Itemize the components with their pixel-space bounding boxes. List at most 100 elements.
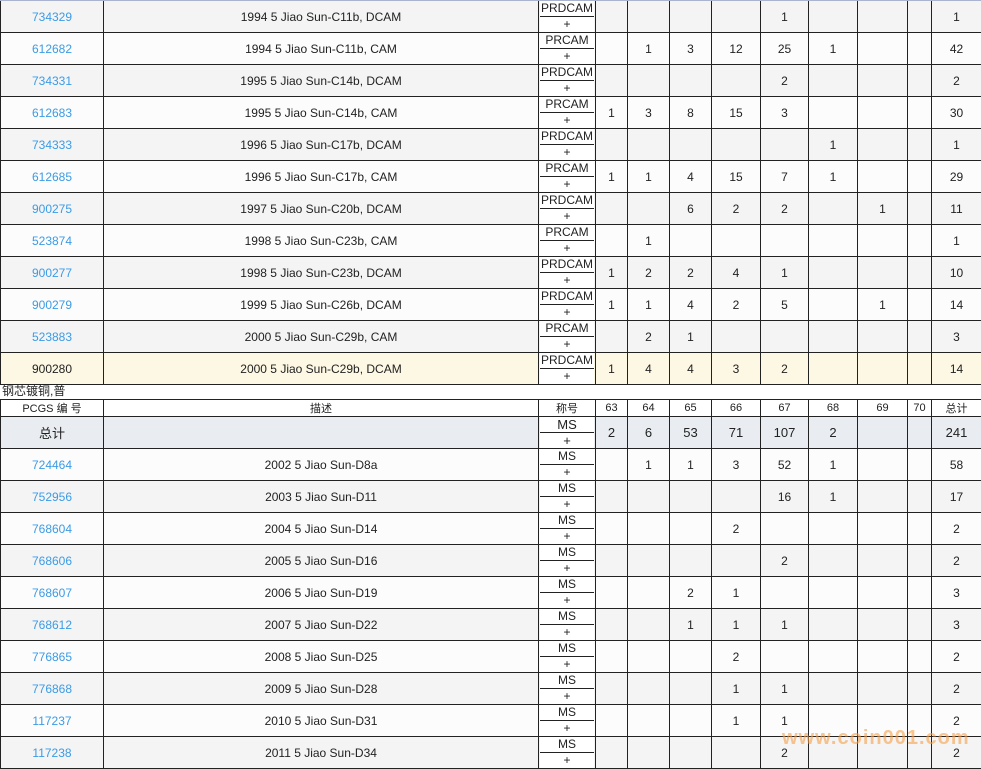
grade-plus: + [540, 17, 594, 32]
grade-plus: + [540, 113, 594, 128]
pcgs-code-link[interactable]: 523874 [1, 225, 104, 257]
grade-label: PRCAM [540, 321, 594, 337]
pcgs-code-link[interactable]: 523883 [1, 321, 104, 353]
pcgs-code-link[interactable]: 900279 [1, 289, 104, 321]
pcgs-code-link[interactable]: 734331 [1, 65, 104, 97]
row-total: 11 [932, 193, 981, 225]
grade-designation: PRDCAM+ [539, 0, 596, 33]
grade-count [761, 641, 809, 673]
pcgs-code-link[interactable]: 768607 [1, 577, 104, 609]
grade-count [628, 673, 670, 705]
pcgs-code-link[interactable]: 900275 [1, 193, 104, 225]
grade-designation: MS+ [539, 481, 596, 513]
description: 2004 5 Jiao Sun-D14 [104, 513, 539, 545]
grade-count [908, 641, 932, 673]
grade-count: 2 [761, 545, 809, 577]
pcgs-code-link[interactable]: 768612 [1, 609, 104, 641]
pcgs-code-link[interactable]: 612682 [1, 33, 104, 65]
row-total: 58 [932, 449, 981, 481]
grade-designation: PRCAM+ [539, 161, 596, 193]
column-header: 68 [809, 400, 858, 417]
grade-count: 71 [712, 417, 761, 449]
pcgs-code-link[interactable]: 768606 [1, 545, 104, 577]
column-header: 描述 [104, 400, 539, 417]
grade-count [596, 673, 628, 705]
grade-plus: + [540, 209, 594, 224]
grade-count: 7 [761, 161, 809, 193]
grade-count [596, 193, 628, 225]
grade-count [809, 193, 858, 225]
grade-count [761, 225, 809, 257]
pcgs-code-link[interactable]: 612683 [1, 97, 104, 129]
grade-label: MS [540, 577, 594, 593]
grade-plus: + [540, 305, 594, 320]
grade-count [908, 417, 932, 449]
grade-plus: + [540, 593, 594, 608]
grade-count: 1 [596, 353, 628, 385]
pcgs-code-link[interactable]: 117238 [1, 737, 104, 769]
pcgs-code-link[interactable]: 752956 [1, 481, 104, 513]
grade-count [596, 65, 628, 97]
row-total: 30 [932, 97, 981, 129]
pcgs-code-link[interactable]: 734333 [1, 129, 104, 161]
grade-designation: PRDCAM+ [539, 65, 596, 97]
grade-label: PRCAM [540, 33, 594, 49]
grade-plus: + [540, 49, 594, 64]
grade-count [596, 0, 628, 33]
grade-label: PRCAM [540, 97, 594, 113]
pcgs-code-link[interactable]: 734329 [1, 0, 104, 33]
pcgs-code-link[interactable]: 117237 [1, 705, 104, 737]
grade-count: 1 [858, 289, 908, 321]
grade-count [670, 737, 712, 769]
pcgs-code-link[interactable]: 768604 [1, 513, 104, 545]
column-header: 69 [858, 400, 908, 417]
grade-count [858, 161, 908, 193]
column-header: PCGS 编 号 [1, 400, 104, 417]
grade-count [670, 225, 712, 257]
grade-count [596, 641, 628, 673]
grade-count [628, 641, 670, 673]
pcgs-code-link[interactable]: 900277 [1, 257, 104, 289]
row-total: 42 [932, 33, 981, 65]
grade-count [908, 257, 932, 289]
grade-count [712, 129, 761, 161]
grade-count: 52 [761, 449, 809, 481]
grade-count: 2 [670, 257, 712, 289]
grade-count [908, 609, 932, 641]
pcgs-code-link[interactable]: 776868 [1, 673, 104, 705]
grade-count [858, 513, 908, 545]
grade-count [809, 321, 858, 353]
grade-designation: PRCAM+ [539, 321, 596, 353]
column-header: 64 [628, 400, 670, 417]
grade-count [908, 673, 932, 705]
grade-designation: MS+ [539, 609, 596, 641]
description: 1994 5 Jiao Sun-C11b, CAM [104, 33, 539, 65]
grade-count [670, 481, 712, 513]
grade-designation: MS+ [539, 673, 596, 705]
grade-label: MS [540, 449, 594, 465]
description: 1999 5 Jiao Sun-C26b, DCAM [104, 289, 539, 321]
grade-designation: PRDCAM+ [539, 257, 596, 289]
pcgs-code-link[interactable]: 776865 [1, 641, 104, 673]
grade-count [596, 321, 628, 353]
grade-designation: PRDCAM+ [539, 193, 596, 225]
grade-count [908, 161, 932, 193]
pcgs-code-link[interactable]: 724464 [1, 449, 104, 481]
grade-count: 4 [712, 257, 761, 289]
description: 2011 5 Jiao Sun-D34 [104, 737, 539, 769]
description: 2000 5 Jiao Sun-C29b, DCAM [104, 353, 539, 385]
row-label: 900280 [1, 353, 104, 385]
pcgs-code-link[interactable]: 612685 [1, 161, 104, 193]
grade-count [858, 129, 908, 161]
grade-designation: PRDCAM+ [539, 353, 596, 385]
description: 2010 5 Jiao Sun-D31 [104, 705, 539, 737]
grade-designation: MS+ [539, 449, 596, 481]
description: 1995 5 Jiao Sun-C14b, CAM [104, 97, 539, 129]
